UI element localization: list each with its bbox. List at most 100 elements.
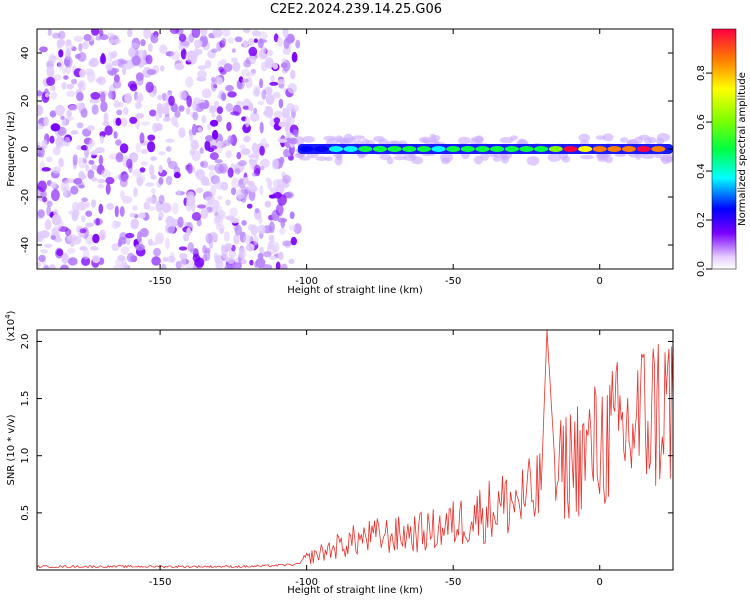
noise-blob [109,38,114,44]
noise-blob [287,35,294,44]
noise-blob [258,31,268,40]
noise-blob [100,101,108,113]
noise-blob [135,101,142,109]
noise-blob [139,167,146,173]
noise-blob [140,39,146,47]
noise-blob [205,196,216,202]
band-halo [648,136,657,144]
band-amplitude-point [460,146,475,152]
noise-blob [201,88,212,99]
noise-blob [251,30,261,37]
noise-blob [75,102,85,111]
noise-blob [79,69,86,78]
noise-blob [289,224,297,231]
noise-blob [171,115,178,126]
noise-blob [128,47,136,58]
band-halo [295,136,305,147]
noise-blob [44,92,50,98]
noise-blob [285,122,291,127]
noise-blob [275,203,284,216]
noise-blob [55,104,65,116]
noise-blob [120,246,130,255]
noise-blob [40,190,47,199]
noise-blob [91,104,99,115]
colorbar-tick-label: 0.4 [696,163,707,179]
noise-blob [72,209,80,217]
noise-blob [126,252,135,263]
noise-blob [246,72,256,77]
noise-blob [50,235,57,240]
noise-blob [143,201,150,210]
noise-blob [58,139,64,149]
noise-blob [243,234,252,245]
noise-blob [279,227,286,235]
noise-blob [86,143,92,151]
noise-blob [263,251,272,258]
noise-blob [200,176,210,186]
noise-blob [217,195,223,200]
noise-blob [174,110,181,118]
noise-blob [212,129,219,140]
noise-blob [87,169,95,180]
noise-blob [139,132,145,144]
noise-blob [98,203,104,214]
noise-blob [171,103,179,112]
noise-blob [150,188,156,194]
noise-blob [178,33,187,42]
band-amplitude-point [431,146,446,152]
noise-blob [66,110,72,118]
noise-blob [185,76,194,88]
noise-blob [247,38,255,47]
noise-blob [216,140,223,148]
noise-blob [97,178,106,184]
noise-blob [155,110,160,122]
noise-blob [165,138,175,143]
noise-blob [103,112,109,124]
noise-blob [37,104,44,116]
noise-blob [58,157,64,168]
noise-blob [231,177,240,189]
noise-blob [254,150,259,162]
noise-blob [260,46,267,55]
noise-blob [119,143,129,154]
noise-blob [278,98,284,109]
noise-blob [70,130,79,135]
noise-blob [295,39,301,49]
noise-blob [47,29,52,36]
noise-blob [285,191,294,199]
band-amplitude-point [578,146,593,152]
noise-blob [207,164,217,171]
noise-blob [79,246,87,251]
noise-blob [75,53,81,60]
y-tick-label: 0 [20,146,31,152]
noise-blob [272,62,278,70]
noise-blob [129,83,138,92]
noise-blob [272,91,281,99]
noise-blob [249,112,260,122]
noise-blob [224,264,233,269]
noise-blob [269,81,279,86]
noise-blob [100,91,106,103]
noise-blob [60,264,69,269]
snr-y-ticks: 0.5 1.0 1.5 2.0 [20,333,673,521]
noise-blob [248,158,255,165]
noise-blob [82,248,90,260]
noise-blob [290,236,297,246]
noise-blob [215,214,221,224]
noise-blob [158,177,164,185]
y-tick-label: 1.5 [20,391,31,407]
noise-blob [152,122,159,133]
noise-blob [160,65,165,72]
noise-blob [96,76,106,86]
noise-blob [293,129,299,138]
noise-blob [254,208,260,214]
noise-blob [213,100,220,109]
noise-blob [42,196,48,203]
noise-blob [238,247,246,259]
noise-blob [276,36,283,47]
noise-blob [46,156,53,163]
noise-blob [290,104,299,113]
noise-blob [166,157,172,165]
colorbar-label: Normalized spectral amplitude [737,72,748,226]
